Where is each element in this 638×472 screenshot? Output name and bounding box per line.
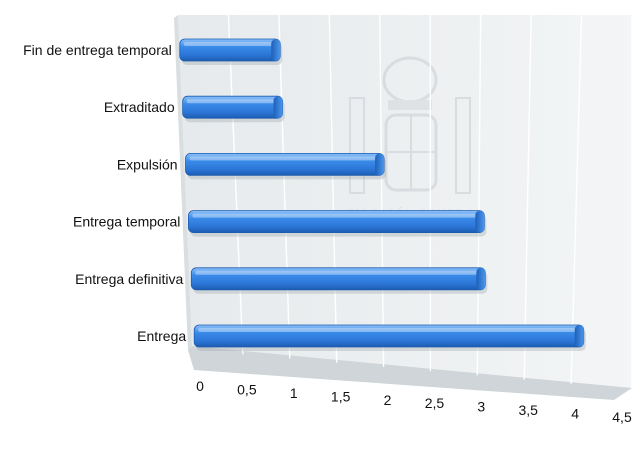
bars: [179, 38, 586, 351]
grid-line: [570, 14, 583, 384]
x-tick-label: 0,5: [237, 381, 257, 397]
x-tick-label: 1,5: [331, 388, 351, 404]
category-labels: Fin de entrega temporal Extraditado Expuls…: [23, 42, 186, 344]
grid-line: [476, 14, 482, 376]
x-tick-label: 2,5: [425, 395, 445, 411]
x-tick-label: 3,5: [518, 402, 538, 418]
bar: [182, 95, 285, 123]
bar: [190, 267, 488, 294]
x-tick-label: 3: [477, 399, 485, 415]
category-label: Entrega: [137, 328, 186, 344]
x-tick-label: 1: [290, 385, 298, 401]
x-tick-label: 4: [571, 406, 579, 422]
grid-line: [523, 14, 532, 380]
x-tick-label: 0: [196, 378, 204, 394]
bar: [188, 210, 487, 237]
grid-line: [379, 14, 385, 367]
grid-lines: [227, 14, 633, 388]
category-label: Fin de entrega temporal: [23, 42, 172, 58]
category-label: Entrega definitiva: [75, 271, 183, 287]
plot-wall: [178, 15, 632, 388]
plot-floor: [188, 346, 632, 400]
plot-side-wall: [174, 15, 192, 350]
grid-line: [227, 14, 244, 355]
bar: [193, 324, 586, 351]
bar: [185, 152, 387, 180]
grid-line: [278, 14, 291, 359]
bar: [179, 38, 283, 65]
category-label: Extraditado: [104, 99, 175, 115]
grid-line: [328, 14, 338, 363]
x-tick-labels: 0 0,5 1 1,5 2 2,5 3 3,5 4 4,5: [196, 378, 632, 425]
x-tick-label: 4,5: [612, 409, 632, 425]
category-label: Expulsión: [117, 156, 178, 172]
category-label: Entrega temporal: [73, 214, 180, 230]
x-tick-label: 2: [384, 392, 392, 408]
